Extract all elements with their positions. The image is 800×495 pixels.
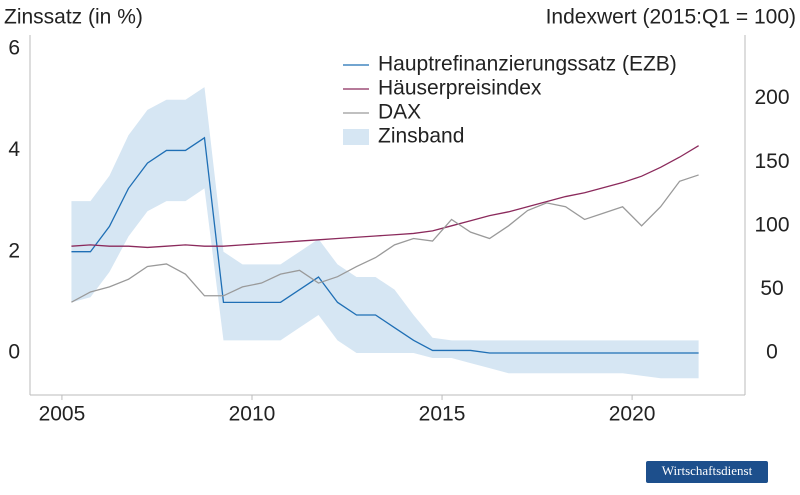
y2-tick-label: 100 (754, 213, 789, 236)
legend-label: Hauptrefinanzierungssatz (EZB) (378, 53, 677, 76)
source-badge (646, 461, 768, 483)
x-tick-label: 2010 (229, 403, 276, 426)
plot-area (71, 87, 699, 379)
y-axis-label: Zinssatz (in %) (4, 6, 143, 29)
source-label: Wirtschaftsdienst (662, 463, 753, 478)
y2-tick-label: 0 (766, 341, 778, 364)
band-area (71, 87, 699, 379)
legend-label: Zinsband (378, 125, 464, 148)
y2-tick-label: 50 (760, 277, 783, 300)
y-tick-label: 0 (8, 341, 20, 364)
series-line (71, 136, 699, 354)
legend-label: Häuserpreisindex (378, 77, 542, 100)
y-tick-label: 6 (8, 37, 20, 60)
y2-axis-label: Indexwert (2015:Q1 = 100) (546, 6, 796, 29)
y-tick-label: 2 (8, 239, 20, 262)
y2-tick-label: 150 (754, 150, 789, 173)
x-tick-label: 2020 (609, 403, 656, 426)
y2-tick-label: 200 (754, 86, 789, 109)
legend-label: DAX (378, 101, 421, 124)
x-tick-label: 2005 (39, 403, 86, 426)
legend-swatch (343, 129, 369, 145)
y-tick-label: 4 (8, 138, 20, 161)
series-line (71, 174, 699, 303)
series-line (71, 145, 699, 249)
x-tick-label: 2015 (419, 403, 466, 426)
